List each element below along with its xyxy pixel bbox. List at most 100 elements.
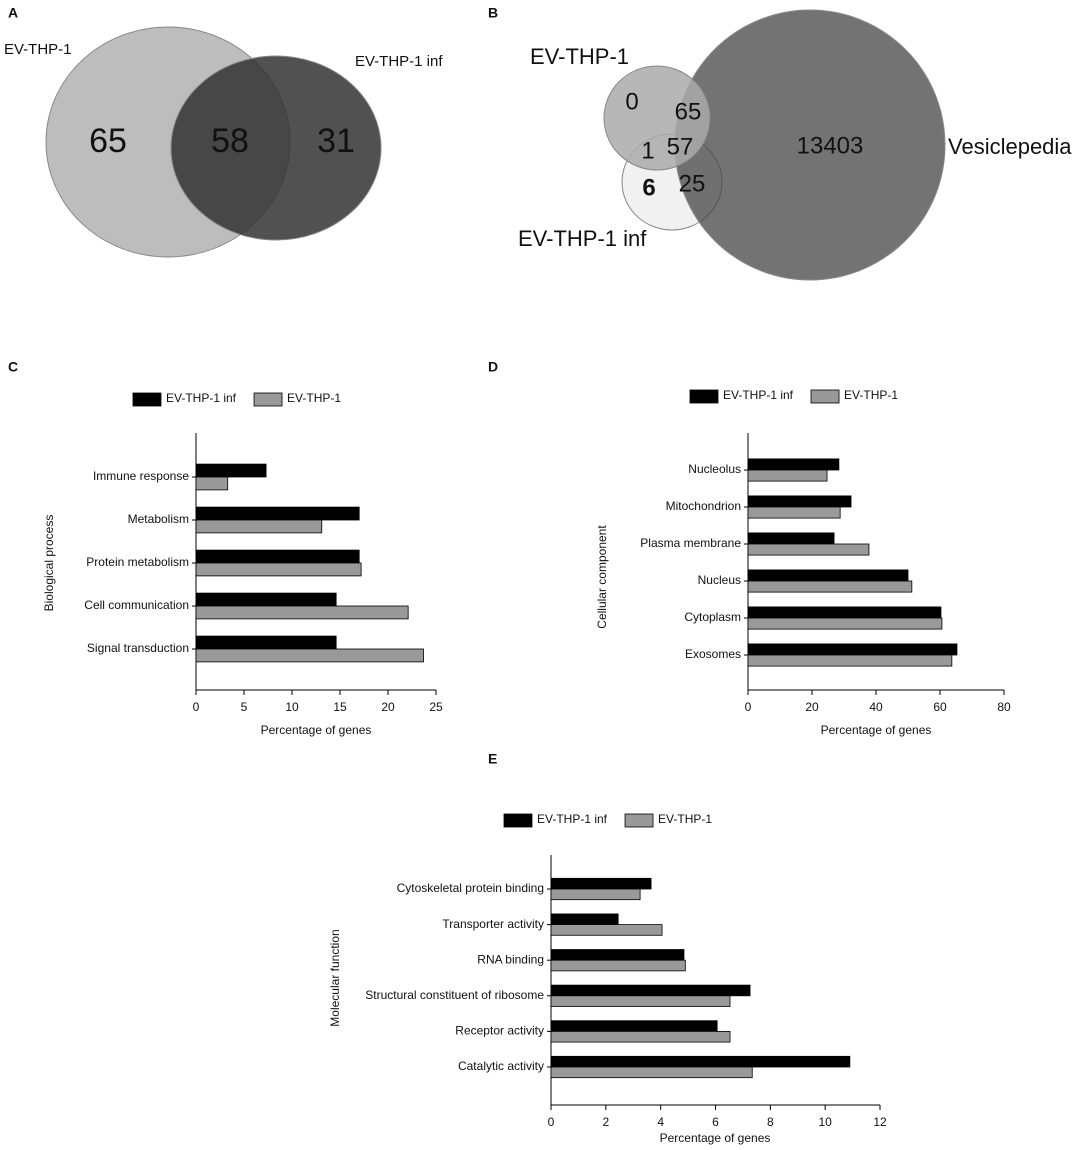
bar — [550, 984, 751, 997]
bar — [195, 549, 360, 564]
y-tick-label: Transporter activity — [442, 917, 544, 931]
y-tick-label: Structural constituent of ribosome — [365, 988, 544, 1002]
y-tick-label: Receptor activity — [455, 1024, 544, 1038]
y-tick-label: Immune response — [93, 469, 189, 483]
x-tick-label: 20 — [805, 700, 819, 714]
x-tick-label: 12 — [873, 1115, 887, 1129]
set-label: EV-THP-1 — [4, 41, 72, 58]
set-circle — [170, 55, 382, 241]
x-axis-label: Percentage of genes — [821, 723, 932, 737]
bar — [195, 592, 337, 607]
y-tick-label: Cytoskeletal protein binding — [397, 881, 544, 895]
y-axis-label: Biological process — [42, 515, 56, 612]
region-count: 13403 — [797, 132, 864, 159]
bar — [747, 543, 870, 556]
bar — [747, 654, 953, 667]
set-label: EV-THP-1 inf — [518, 226, 647, 251]
region-count: 65 — [89, 122, 127, 160]
region-count: 31 — [317, 122, 355, 160]
y-tick-label: Exosomes — [685, 647, 741, 661]
bar — [550, 888, 641, 901]
panel-letter: E — [488, 751, 497, 767]
bar — [747, 458, 840, 471]
x-axis-label: Percentage of genes — [261, 723, 372, 737]
bar — [747, 643, 958, 656]
y-tick-label: Plasma membrane — [640, 536, 741, 550]
bar — [550, 913, 619, 925]
x-tick-label: 10 — [818, 1115, 832, 1129]
bar — [550, 949, 685, 961]
region-count: 1 — [641, 137, 654, 164]
y-axis-label: Cellular component — [595, 525, 609, 629]
panel-letter: B — [488, 5, 498, 21]
region-count: 57 — [667, 133, 694, 160]
bar — [747, 569, 909, 582]
bar — [195, 562, 362, 577]
set-label: Vesiclepedia — [948, 134, 1072, 159]
bar — [747, 495, 852, 508]
bar — [195, 605, 409, 620]
panel-letter: A — [8, 5, 18, 21]
bar — [747, 532, 835, 545]
x-tick-label: 20 — [381, 700, 395, 714]
bar — [747, 580, 913, 593]
legend-label: EV-THP-1 inf — [537, 812, 608, 826]
x-tick-label: 15 — [333, 700, 347, 714]
y-axis-label: Molecular function — [328, 929, 342, 1026]
legend-label: EV-THP-1 — [844, 388, 898, 402]
y-tick-label: Mitochondrion — [666, 499, 741, 513]
region-count: 58 — [211, 122, 249, 160]
x-tick-label: 60 — [933, 700, 947, 714]
x-tick-label: 2 — [602, 1115, 609, 1129]
region-count: 0 — [625, 88, 638, 115]
region-count: 25 — [679, 170, 706, 197]
legend-swatch — [503, 813, 533, 828]
bar — [195, 635, 337, 650]
region-count: 6 — [642, 174, 655, 201]
bar — [550, 1066, 753, 1079]
x-tick-label: 40 — [869, 700, 883, 714]
bar — [550, 877, 652, 890]
region-count: 65 — [675, 98, 702, 125]
panel-letter: D — [488, 359, 498, 375]
legend-label: EV-THP-1 inf — [166, 391, 237, 405]
legend-swatch — [624, 813, 654, 828]
y-tick-label: Catalytic activity — [458, 1059, 544, 1073]
legend-swatch — [253, 392, 283, 407]
x-tick-label: 4 — [657, 1115, 664, 1129]
set-label: EV-THP-1 — [530, 44, 629, 69]
bar — [747, 469, 828, 482]
set-circle — [603, 65, 711, 171]
x-tick-label: 25 — [429, 700, 443, 714]
legend-swatch — [810, 389, 840, 404]
x-tick-label: 6 — [712, 1115, 719, 1129]
bar — [550, 1020, 718, 1032]
bar — [550, 924, 663, 936]
panel-letter: C — [8, 359, 18, 375]
bar — [747, 506, 841, 519]
x-tick-label: 80 — [997, 700, 1011, 714]
x-tick-label: 8 — [767, 1115, 774, 1129]
y-tick-label: Nucleolus — [688, 462, 741, 476]
legend-swatch — [689, 389, 719, 404]
bar — [195, 463, 267, 478]
x-tick-label: 0 — [548, 1115, 555, 1129]
bar — [195, 476, 229, 491]
y-tick-label: Nucleus — [698, 573, 741, 587]
x-tick-label: 10 — [285, 700, 299, 714]
x-tick-label: 0 — [745, 700, 752, 714]
bar — [195, 506, 360, 521]
bar — [195, 519, 323, 534]
bar — [550, 1031, 731, 1043]
bar — [195, 648, 424, 663]
bar — [550, 959, 686, 972]
bar — [550, 995, 731, 1007]
legend-swatch — [132, 392, 162, 407]
legend-label: EV-THP-1 — [287, 391, 341, 405]
y-tick-label: RNA binding — [477, 952, 544, 966]
x-axis-label: Percentage of genes — [660, 1131, 771, 1145]
bar — [550, 1055, 851, 1068]
legend-label: EV-THP-1 inf — [723, 388, 794, 402]
